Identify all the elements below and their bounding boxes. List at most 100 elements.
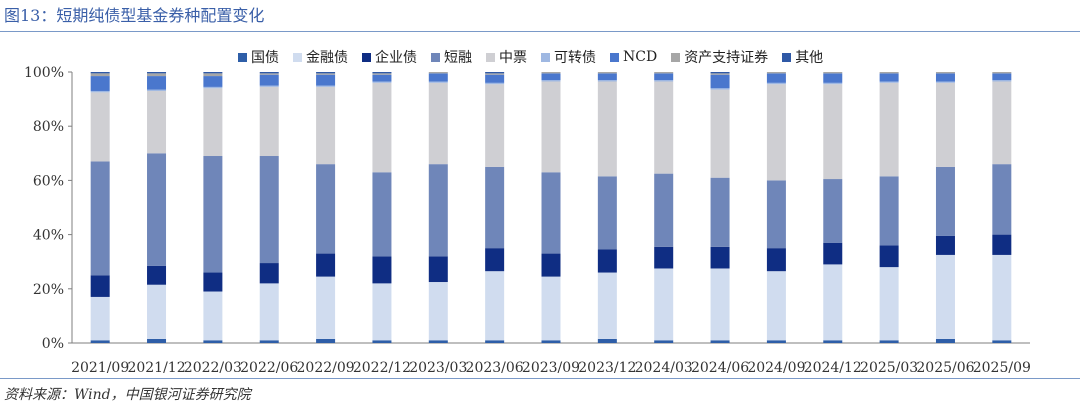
bar-segment [654,73,674,81]
bar-segment [316,72,336,74]
bar-segment [428,73,448,82]
bar-segment [992,72,1012,74]
x-tick-label: 2022/12 [353,360,411,376]
bar-segment [90,76,110,91]
bar-segment [203,73,223,77]
bar-segment [203,72,223,74]
bar-segment [935,235,955,255]
y-tick-label: 40% [33,228,64,244]
legend-item: 其他 [782,47,823,67]
bar-segment [992,254,1012,341]
x-tick-label: 2021/09 [71,360,129,376]
legend-label: NCD [623,49,658,65]
bar-segment [372,283,392,341]
legend-item: NCD [610,49,657,65]
y-tick-label: 100% [24,65,64,81]
bar-segment [823,179,843,243]
bar-segment [147,89,167,91]
bar-segment [879,267,899,341]
bar-segment [147,284,167,339]
bar-segment [203,291,223,341]
bar-segment [541,72,561,74]
bar-segment [823,242,843,265]
bar-segment [597,80,617,82]
bar-segment [654,246,674,269]
bar-segment [710,177,730,247]
bar-segment [259,340,279,343]
bar-segment [90,296,110,341]
bar-segment [259,263,279,284]
legend-swatch [671,52,681,62]
bar-segment [316,276,336,339]
bar-segment [541,340,561,343]
bar-segment [259,85,279,87]
legend-item: 资产支持证券 [671,47,768,67]
source-note: 资料来源：Wind，中国银河证券研究院 [4,387,251,403]
bar-segment [766,248,786,272]
bar-segment [541,73,561,81]
bar-segment [935,338,955,343]
bar-segment [90,72,110,74]
bar-segment [372,340,392,343]
bar-segment [541,276,561,341]
bar-segment [372,82,392,173]
bar-segment [259,86,279,157]
bar-segment [90,161,110,276]
bar-segment [597,338,617,343]
bar-segment [992,164,1012,235]
bar-segment [147,72,167,74]
x-tick-label: 2025/06 [916,360,974,376]
bar-segment [992,340,1012,343]
bar-segment [485,84,505,167]
x-tick-label: 2023/12 [578,360,636,376]
bar-segment [428,256,448,283]
bar-segment [147,338,167,343]
bar-segment [428,72,448,74]
bar-segment [372,172,392,257]
bar-segment [428,164,448,257]
footer-divider [0,378,1080,379]
bar-segment [90,275,110,297]
bar-segment [541,81,561,173]
bar-segment [485,74,505,83]
legend-item: 短融 [431,47,472,67]
bar-segment [203,88,223,157]
bar-segment [541,172,561,254]
x-tick-label: 2022/03 [184,360,242,376]
legend-label: 国债 [251,50,279,66]
legend-item: 金融债 [293,47,348,67]
bar-segment [203,76,223,87]
bar-segment [428,82,448,165]
bar-segment [766,72,786,74]
bar-segment [710,88,730,90]
bar-segment [428,340,448,343]
legend-item: 可转债 [541,47,596,67]
bar-segment [766,271,786,341]
bar-segment [879,245,899,268]
bar-segment [485,72,505,74]
legend-swatch [362,52,371,62]
bar-segment [823,264,843,341]
bar-segment [654,173,674,247]
bar-segment [316,164,336,254]
legend-swatch [541,52,550,62]
bar-segment [879,82,899,177]
bar-segment [541,253,561,277]
bar-segment [597,249,617,273]
bar-segment [372,256,392,284]
bar-segment [372,72,392,74]
bar-segment [879,176,899,246]
bar-segment [372,81,392,83]
legend-swatch [782,52,792,62]
bar-segment [203,156,223,273]
bar-segment [992,73,1012,81]
x-tick-label: 2025/03 [860,360,918,376]
bar-segment [654,72,674,74]
bar-segment [541,80,561,82]
bar-segment [766,84,786,181]
bar-segment [823,84,843,180]
bar-segment [316,85,336,87]
legend-label: 金融债 [306,50,348,66]
legend-item: 企业债 [362,47,417,67]
bar-segment [485,271,505,341]
